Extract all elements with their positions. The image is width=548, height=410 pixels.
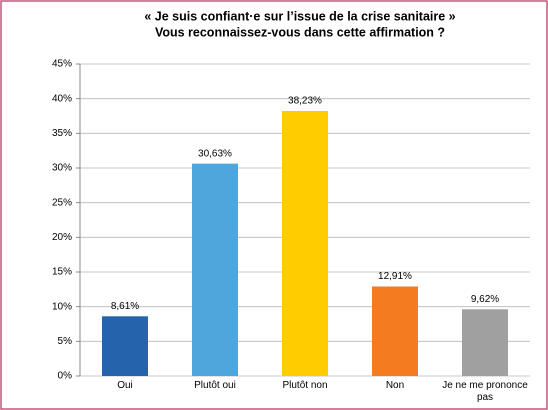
y-tick-label: 45% bbox=[52, 59, 72, 70]
data-label: 38,23% bbox=[288, 96, 322, 107]
y-tick-label: 25% bbox=[52, 197, 72, 208]
data-label: 12,91% bbox=[378, 271, 412, 282]
chart-title: « Je suis confiant·e sur l’issue de la c… bbox=[144, 9, 455, 23]
bar bbox=[282, 110, 328, 377]
data-label: 9,62% bbox=[471, 294, 499, 305]
bar bbox=[372, 286, 418, 376]
x-tick-label: Je ne me prononce pas bbox=[442, 380, 528, 403]
bar bbox=[192, 163, 238, 376]
y-tick-label: 15% bbox=[52, 267, 72, 278]
x-tick-label: Plutôt non bbox=[282, 380, 328, 391]
x-tick-label: Oui bbox=[117, 380, 133, 391]
x-tick-label: Non bbox=[385, 380, 405, 391]
y-tick-label: 5% bbox=[58, 336, 73, 347]
x-tick-label: Plutôt oui bbox=[194, 380, 236, 391]
chart-title: Vous reconnaissez-vous dans cette affirm… bbox=[155, 25, 445, 39]
data-label: 8,61% bbox=[111, 301, 139, 312]
y-tick-label: 35% bbox=[52, 128, 72, 139]
y-tick-label: 0% bbox=[58, 371, 73, 382]
y-tick-label: 40% bbox=[52, 93, 72, 104]
data-label: 30,63% bbox=[198, 148, 232, 159]
y-tick-label: 20% bbox=[52, 232, 72, 243]
y-tick-label: 10% bbox=[52, 301, 72, 312]
bar bbox=[462, 309, 508, 376]
y-tick-label: 30% bbox=[52, 163, 72, 174]
bar bbox=[102, 316, 148, 376]
